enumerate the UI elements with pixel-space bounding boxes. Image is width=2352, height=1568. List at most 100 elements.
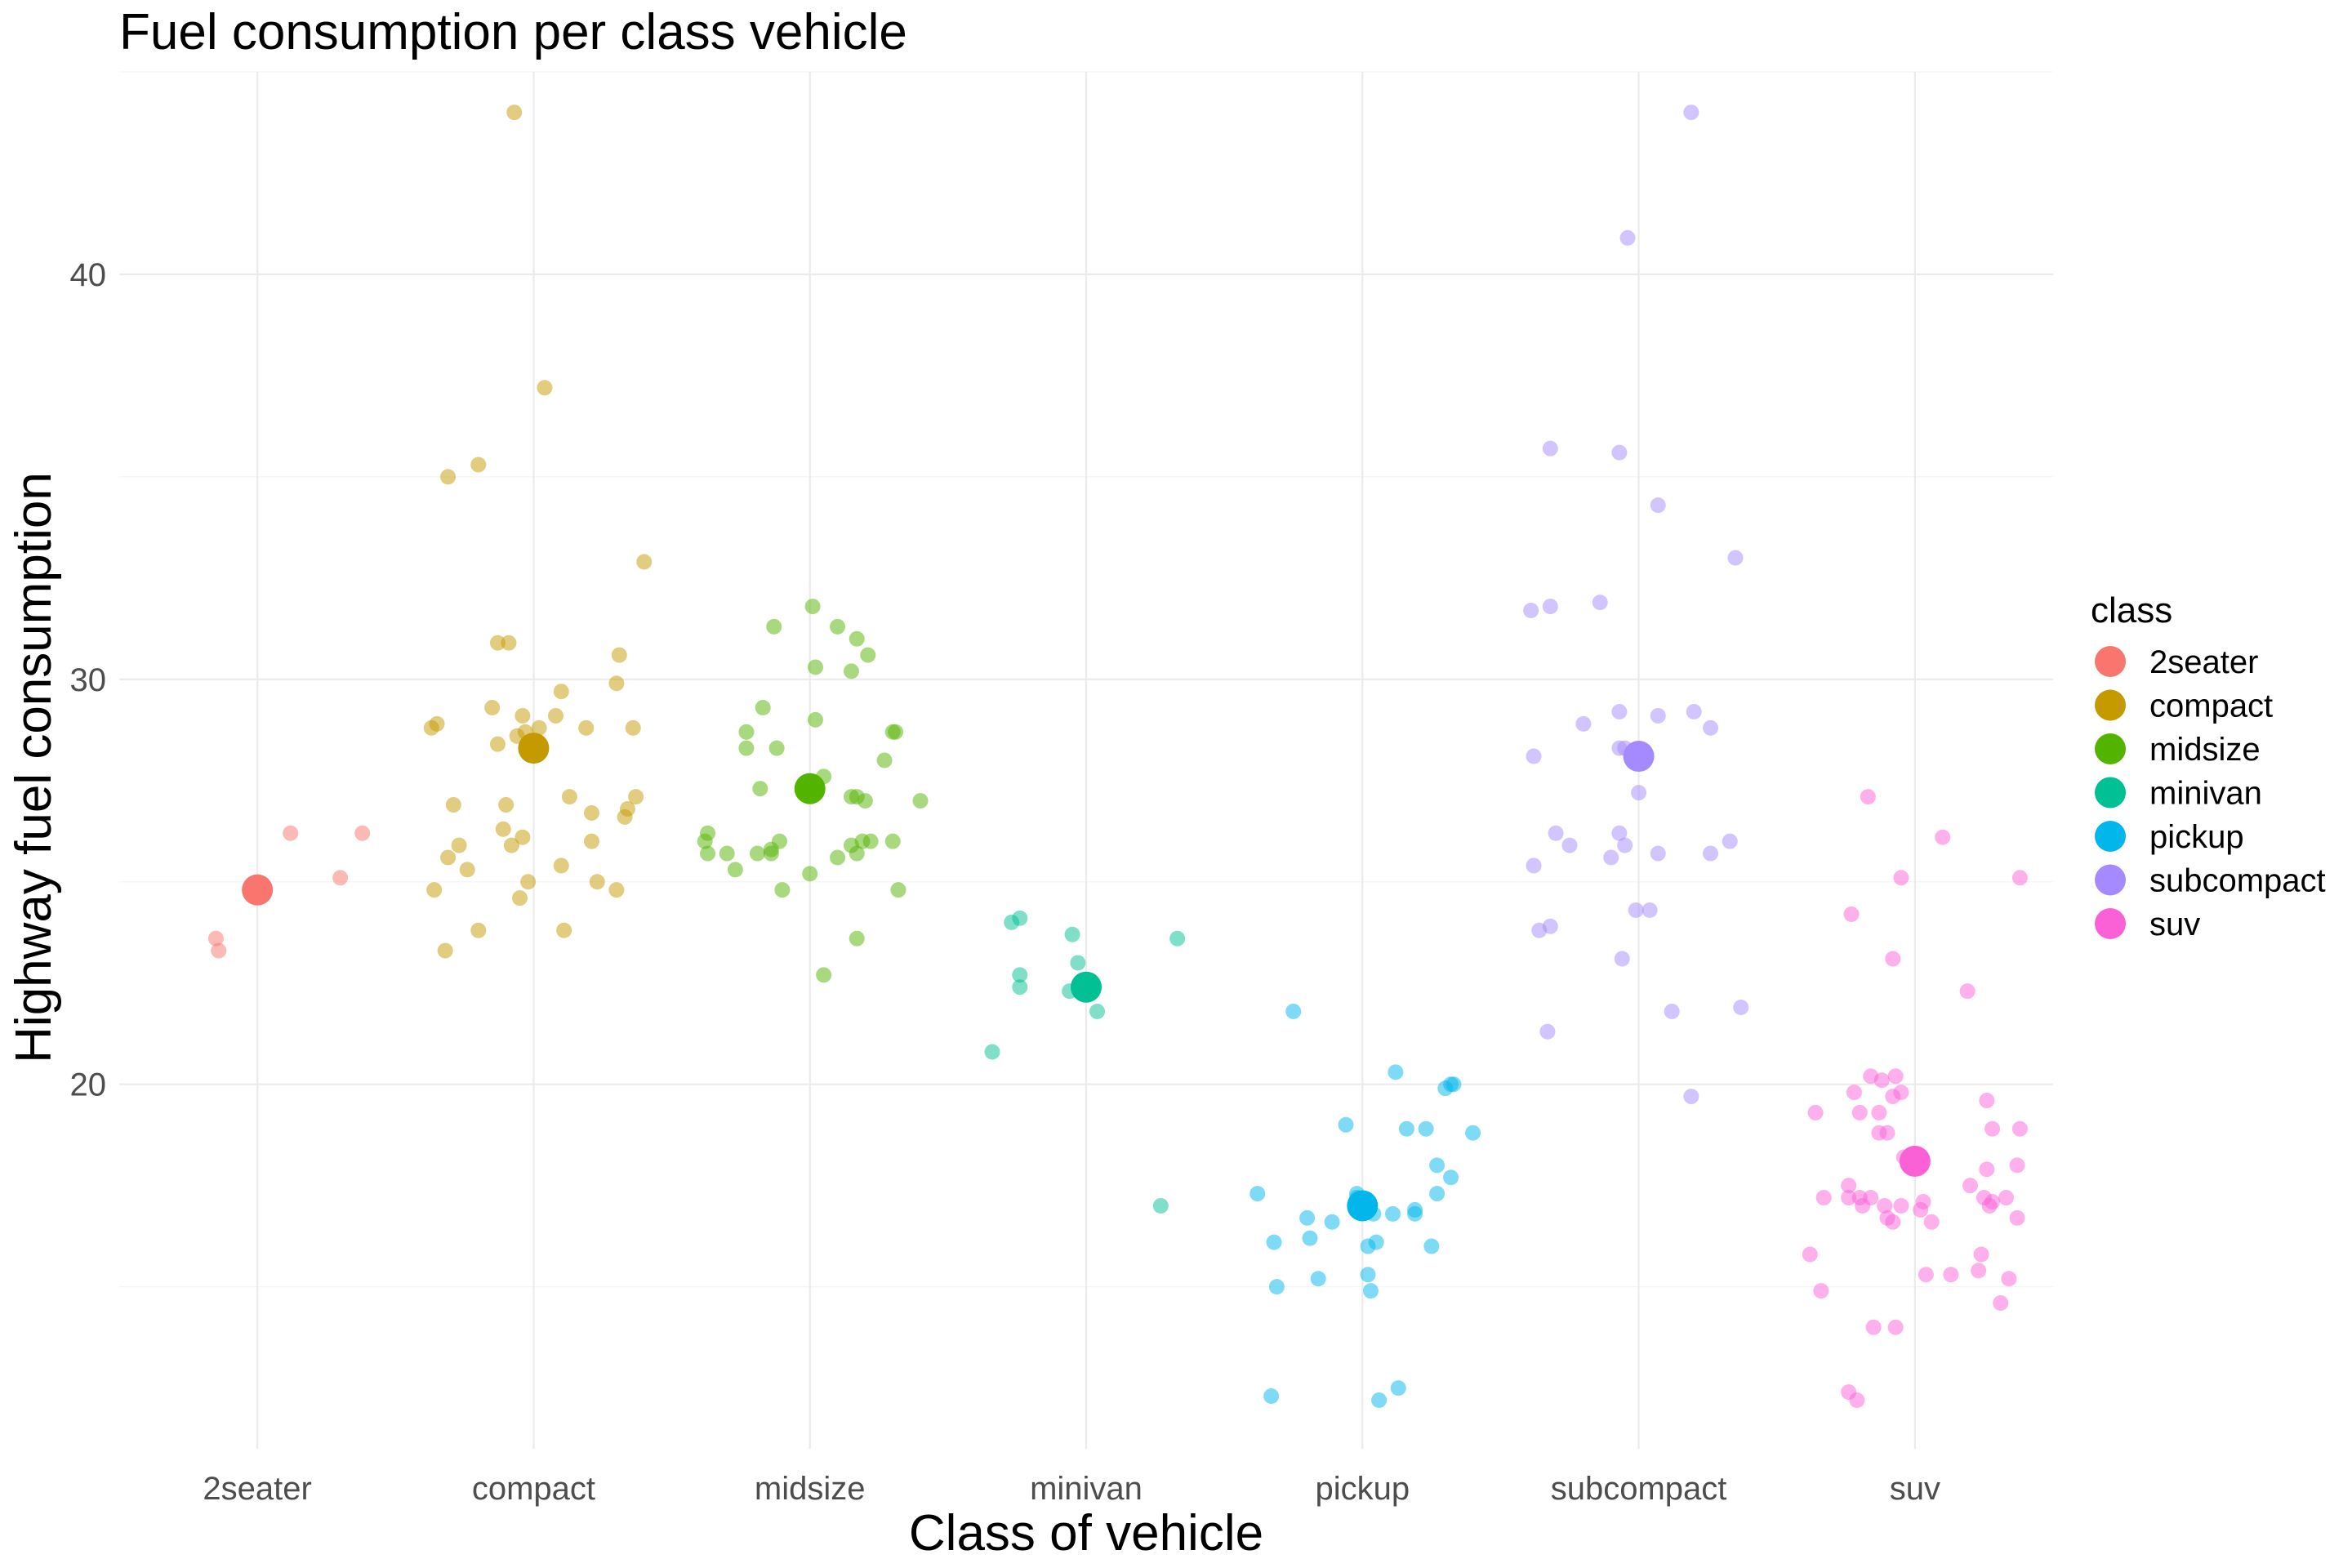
data-point [1611,825,1628,841]
data-point [1943,1267,1959,1283]
data-point [1683,1089,1699,1105]
data-point [426,882,443,898]
data-point [1973,1246,1989,1263]
y-tick-label: 20 [70,1067,107,1103]
data-point [1603,849,1619,866]
data-point [503,837,519,853]
data-point [1650,497,1666,514]
data-point [1851,1104,1868,1120]
data-point [636,554,653,570]
data-point [1650,845,1666,862]
data-point [1628,902,1644,918]
data-point [1959,983,1976,1000]
data-point [1860,789,1876,805]
legend-title: class [2091,590,2172,630]
data-point [1877,1197,1893,1214]
data-point [1423,1238,1440,1254]
data-point [1733,999,1749,1015]
data-point [1802,1246,1818,1263]
mean-point [794,773,826,804]
data-point [2011,870,2028,886]
data-point [1371,1392,1388,1408]
legend-label: suv [2149,906,2200,942]
data-point [1686,703,1702,719]
data-point [470,457,487,473]
data-point [1998,1190,2014,1206]
data-point [857,793,873,809]
data-point [501,635,517,651]
data-point [1935,829,1951,845]
data-point [1338,1116,1354,1133]
data-point [1841,1190,1857,1206]
x-tick-label: pickup [1315,1471,1410,1507]
data-point [1465,1125,1481,1141]
data-point [506,105,523,121]
data-point [520,874,537,890]
data-point [884,833,901,849]
data-point [484,700,501,716]
data-point [807,659,823,675]
y-axis-ticks: 20 30 40 [70,257,107,1103]
data-point [890,882,906,898]
data-point [1302,1230,1318,1246]
data-point [1631,785,1647,801]
data-point [1089,1003,1106,1019]
data-point [749,845,765,862]
data-point [1885,951,1901,967]
data-point [849,630,865,647]
data-point [1299,1209,1316,1226]
data-point [830,849,846,866]
x-axis-title: Class of vehicle [909,1505,1263,1561]
data-point [611,647,627,663]
data-point [1390,1380,1406,1396]
data-point [768,740,785,756]
data-point [1650,707,1666,724]
data-point [700,825,716,841]
data-point [1873,1072,1890,1089]
data-point [470,922,487,938]
data-point [774,882,791,898]
data-point [804,599,821,615]
data-point [862,833,879,849]
data-point [700,845,716,862]
data-point [1268,1279,1285,1295]
data-point [1887,1319,1904,1335]
data-point [1012,979,1028,996]
data-point [625,719,641,736]
data-point [2009,1209,2025,1226]
data-point [1407,1205,1423,1222]
data-point [451,837,467,853]
data-point [423,719,439,736]
data-point [1642,902,1658,918]
legend: class 2seater compact midsize minivan pickup… [2091,590,2326,942]
data-point [1918,1267,1934,1283]
data-point [849,930,865,947]
data-point [608,882,625,898]
data-point [772,833,788,849]
mean-point [518,733,550,764]
data-point [1913,1201,1929,1218]
data-point [1727,550,1744,566]
data-point [1703,845,1719,862]
data-point [1885,1214,1901,1230]
data-point [1871,1104,1887,1120]
data-point [1962,1178,1979,1194]
x-tick-label: suv [1890,1471,1940,1507]
data-point [1539,1023,1556,1040]
data-point [211,942,227,959]
data-points [207,105,2028,1408]
legend-swatch [2095,821,2126,852]
data-point [738,724,755,740]
data-point [1362,1283,1379,1299]
data-point [1526,748,1542,764]
x-tick-label: midsize [755,1471,866,1507]
data-point [1310,1271,1326,1287]
data-point [884,724,901,740]
data-point [1418,1120,1434,1137]
data-point [459,862,475,878]
data-point [1531,922,1548,938]
data-point [1388,1064,1404,1080]
chart-title: Fuel consumption per class vehicle [119,4,907,60]
y-tick-label: 40 [70,257,107,293]
